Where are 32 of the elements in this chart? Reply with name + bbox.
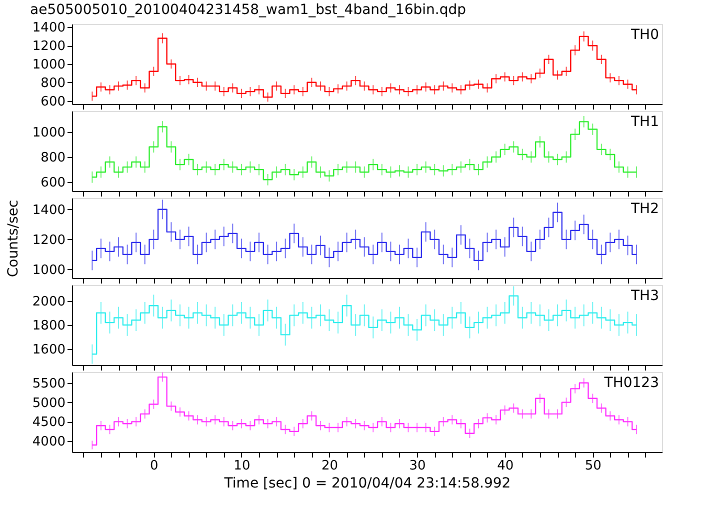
y-axis-title: Counts/sec: [6, 200, 22, 278]
y-tick-label: 1800: [32, 318, 66, 334]
y-tick-label: 4500: [32, 415, 66, 430]
x-tick-label: 10: [234, 458, 250, 474]
y-tick-label: 600: [40, 94, 66, 110]
series-label: TH0123: [603, 375, 659, 391]
x-tick-label: 40: [497, 458, 514, 474]
y-tick-label: 1600: [32, 342, 66, 358]
y-tick-label: 800: [40, 76, 66, 91]
y-tick-label: 2000: [32, 294, 66, 310]
text: TH1: [630, 114, 659, 130]
series-label: TH2: [630, 201, 659, 217]
y-tick-label: 5000: [32, 396, 66, 411]
y-tick-label: 1200: [32, 232, 66, 248]
chart-title: ae505005010_20100404231458_wam1_bst_4band_16bin.qdp: [30, 2, 466, 18]
x-tick-label: 50: [584, 458, 602, 474]
y-tick-label: 1400: [32, 202, 66, 218]
x-tick-label: 30: [409, 458, 426, 474]
y-tick-label: 1000: [32, 262, 66, 278]
y-tick-label: 4000: [32, 434, 66, 450]
series-label: TH3: [630, 288, 659, 304]
x-tick-label: 20: [321, 458, 338, 474]
y-tick-label: 1000: [32, 58, 66, 72]
x-axis-title: Time [sec] 0 = 2010/04/04 23:14:58.992: [223, 476, 511, 492]
y-tick-label: 1200: [32, 39, 66, 54]
y-tick-label: 600: [40, 176, 66, 191]
y-tick-label: 800: [40, 150, 66, 166]
text: TH0: [630, 27, 659, 43]
y-tick-label: 5500: [32, 376, 66, 392]
x-tick-label: 0: [150, 458, 158, 474]
y-tick-label: 1400: [32, 20, 66, 36]
y-tick-label: 1000: [32, 125, 66, 140]
